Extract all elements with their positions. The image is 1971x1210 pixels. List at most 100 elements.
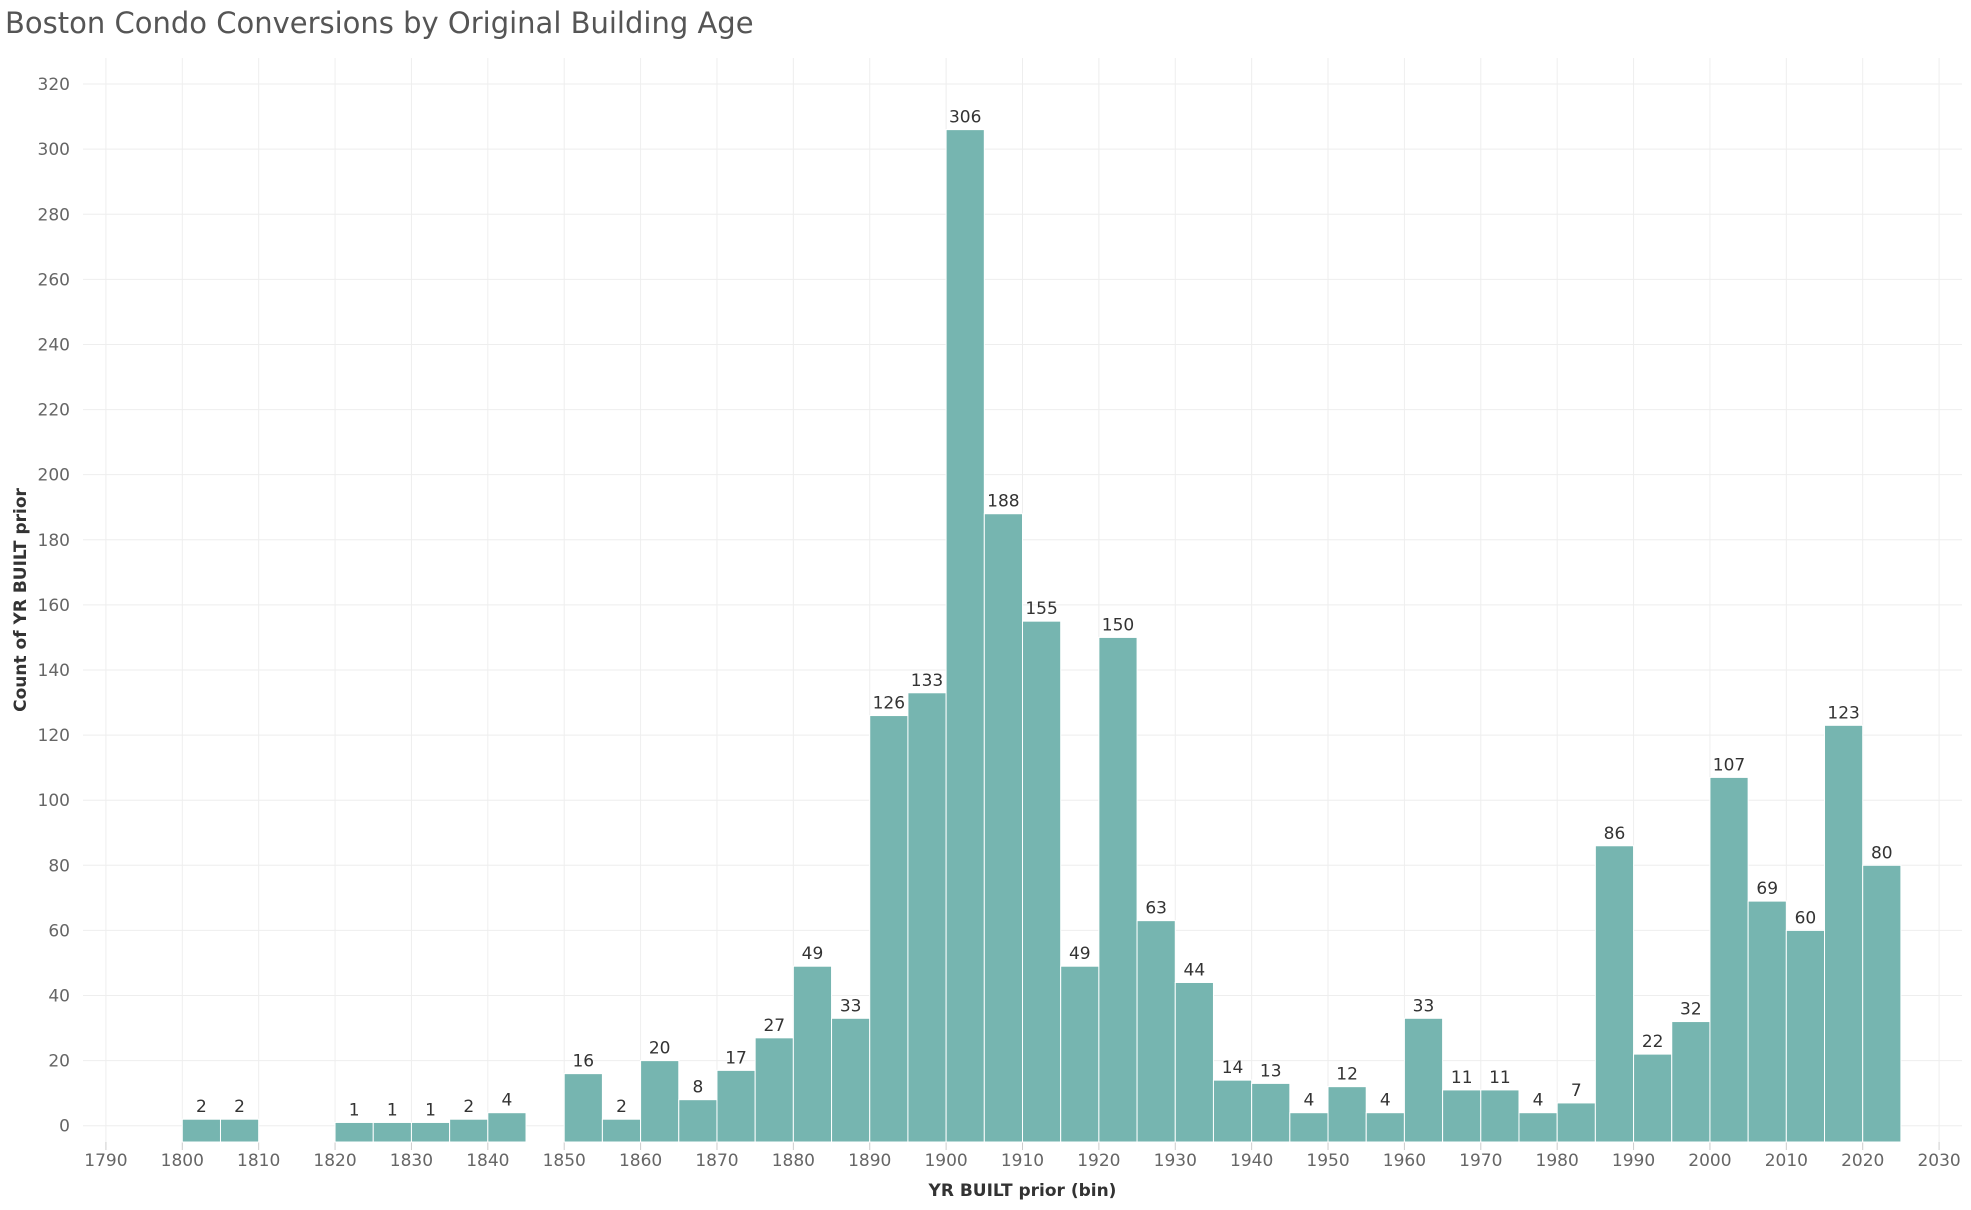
chart-title: Boston Condo Conversions by Original Bui… [5, 6, 754, 40]
bar-value-label: 69 [1756, 879, 1778, 899]
x-tick-label: 1980 [1536, 1151, 1579, 1171]
bar-value-label: 32 [1680, 1000, 1702, 1020]
x-tick-label: 1880 [772, 1151, 815, 1171]
bar [1556, 1102, 1596, 1143]
bar-value-label: 1 [349, 1100, 360, 1120]
bar [372, 1121, 412, 1143]
bar-value-label: 22 [1642, 1032, 1664, 1052]
bar [1174, 981, 1214, 1143]
bar [1785, 929, 1826, 1143]
y-tick-label: 20 [48, 1052, 70, 1072]
bar [640, 1060, 680, 1143]
bar [334, 1121, 374, 1143]
bar-value-label: 150 [1102, 615, 1134, 635]
bar-value-label: 155 [1025, 599, 1057, 619]
bar-value-label: 7 [1571, 1081, 1582, 1101]
x-tick-label: 2000 [1688, 1151, 1731, 1171]
x-tick-label: 1860 [619, 1151, 662, 1171]
x-tick-label: 1900 [924, 1151, 967, 1171]
y-tick-label: 280 [38, 205, 70, 225]
bar [945, 129, 985, 1143]
x-tick-label: 1810 [237, 1151, 280, 1171]
y-tick-label: 80 [48, 856, 70, 876]
bar [219, 1118, 260, 1143]
x-tick-label: 2030 [1917, 1151, 1960, 1171]
x-axis-ticks: 1790 1800 1810 1820 1830 1840 1850 1860 1870 1880… [84, 1151, 1960, 1171]
bar [1480, 1089, 1520, 1143]
x-tick-label: 1830 [390, 1151, 433, 1171]
bar [1212, 1079, 1253, 1143]
bar-value-label: 4 [1304, 1091, 1315, 1111]
bar [1022, 620, 1062, 1143]
y-tick-label: 260 [38, 270, 70, 290]
x-tick-label: 1890 [848, 1151, 891, 1171]
bar-value-label: 80 [1871, 843, 1893, 863]
y-tick-label: 40 [48, 987, 70, 1007]
x-tick-label: 1820 [313, 1151, 356, 1171]
bar [601, 1118, 642, 1143]
bar [410, 1121, 451, 1143]
bar-value-label: 8 [692, 1078, 703, 1098]
bar-value-label: 86 [1604, 824, 1626, 844]
bar-value-label: 14 [1222, 1058, 1244, 1078]
y-tick-label: 180 [38, 531, 70, 551]
bar-value-label: 33 [840, 996, 862, 1016]
bar [181, 1118, 221, 1143]
bar [792, 965, 833, 1143]
bar-value-label: 133 [911, 671, 943, 691]
y-tick-label: 220 [38, 401, 70, 421]
bar [983, 513, 1024, 1143]
bar [678, 1099, 718, 1143]
bar [1594, 845, 1635, 1143]
bar-value-label: 107 [1713, 755, 1745, 775]
bar [1098, 636, 1138, 1143]
y-tick-label: 60 [48, 921, 70, 941]
bar-value-label: 306 [949, 108, 981, 128]
bar-value-label: 49 [802, 944, 824, 964]
x-tick-label: 1840 [466, 1151, 509, 1171]
bar-value-label: 44 [1184, 960, 1206, 980]
bar [1403, 1017, 1444, 1143]
x-tick-label: 1920 [1077, 1151, 1120, 1171]
bar-value-label: 27 [763, 1016, 785, 1036]
bar-value-label: 49 [1069, 944, 1091, 964]
bar-value-label: 17 [725, 1048, 747, 1068]
bar [1633, 1053, 1673, 1143]
x-tick-label: 1910 [1001, 1151, 1044, 1171]
bar [487, 1112, 527, 1143]
bar [563, 1073, 603, 1143]
bar [1862, 864, 1902, 1143]
x-tick-label: 1790 [84, 1151, 127, 1171]
bar-value-label: 11 [1489, 1068, 1511, 1088]
bar [869, 715, 909, 1143]
bar-value-label: 60 [1795, 908, 1817, 928]
y-tick-label: 300 [38, 140, 70, 160]
x-tick-label: 1970 [1459, 1151, 1502, 1171]
bar-value-label: 126 [873, 694, 905, 714]
x-tick-label: 1940 [1230, 1151, 1273, 1171]
bar-value-label: 63 [1145, 899, 1167, 919]
bar [1327, 1086, 1367, 1143]
bar-value-label: 123 [1827, 703, 1859, 723]
bar-value-label: 1 [425, 1100, 436, 1120]
bar [1442, 1089, 1482, 1143]
bar [1824, 724, 1864, 1143]
x-tick-label: 2020 [1841, 1151, 1884, 1171]
bar-value-label: 33 [1413, 996, 1435, 1016]
bars [181, 129, 1902, 1143]
bar-value-label: 16 [572, 1052, 594, 1072]
bar-value-label: 2 [234, 1097, 245, 1117]
x-tick-label: 1800 [161, 1151, 204, 1171]
x-tick-label: 1870 [695, 1151, 738, 1171]
bar-value-label: 1 [387, 1100, 398, 1120]
x-tick-label: 1930 [1154, 1151, 1197, 1171]
bar-value-label: 13 [1260, 1061, 1282, 1081]
bar [1365, 1112, 1405, 1143]
bar [907, 692, 947, 1143]
x-tick-label: 2010 [1765, 1151, 1808, 1171]
bar-value-label: 2 [196, 1097, 207, 1117]
y-axis-label: Count of YR BUILT prior [11, 487, 31, 711]
y-tick-label: 320 [38, 75, 70, 95]
y-axis-ticks: 0 20 40 60 80 100 120 140 160 180 200 220 240 260 280 3… [38, 75, 70, 1137]
